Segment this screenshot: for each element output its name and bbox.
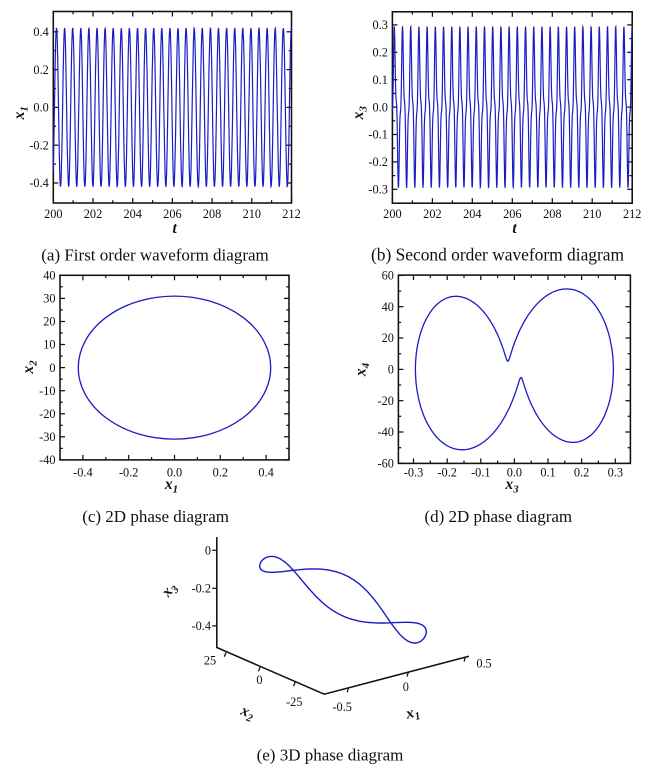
svg-text:-0.2: -0.2 (29, 138, 48, 152)
svg-text:0: 0 (388, 363, 394, 377)
svg-text:x3: x3 (158, 579, 182, 603)
svg-text:-0.1: -0.1 (471, 465, 490, 479)
svg-text:0.0: 0.0 (167, 465, 182, 479)
svg-text:t: t (512, 220, 517, 237)
svg-text:10: 10 (43, 338, 55, 352)
svg-text:40: 40 (43, 269, 55, 283)
svg-text:0: 0 (49, 361, 55, 375)
svg-text:0.4: 0.4 (258, 465, 273, 479)
svg-text:t: t (172, 220, 177, 237)
svg-text:-0.3: -0.3 (404, 465, 423, 479)
svg-text:0.0: 0.0 (33, 101, 48, 115)
svg-text:60: 60 (382, 269, 394, 283)
svg-text:0: 0 (205, 543, 211, 557)
svg-text:202: 202 (84, 207, 102, 221)
svg-text:206: 206 (503, 207, 521, 221)
svg-text:(d) 2D phase diagram: (d) 2D phase diagram (424, 507, 572, 526)
svg-text:-40: -40 (377, 425, 393, 439)
svg-text:30: 30 (43, 292, 55, 306)
svg-text:206: 206 (163, 207, 181, 221)
svg-text:208: 208 (543, 207, 561, 221)
svg-text:x1: x1 (11, 106, 31, 120)
svg-text:-0.2: -0.2 (119, 465, 138, 479)
svg-text:0.1: 0.1 (373, 73, 388, 87)
svg-text:-0.4: -0.4 (29, 176, 48, 190)
svg-text:0.3: 0.3 (373, 18, 388, 32)
svg-text:208: 208 (203, 207, 221, 221)
svg-text:x2: x2 (20, 360, 40, 375)
svg-text:x3: x3 (350, 106, 370, 121)
svg-text:-0.2: -0.2 (192, 581, 211, 595)
svg-text:0: 0 (256, 673, 262, 687)
svg-text:(e) 3D phase diagram: (e) 3D phase diagram (257, 745, 404, 764)
svg-text:-30: -30 (39, 430, 55, 444)
svg-text:212: 212 (623, 207, 641, 221)
svg-text:0.3: 0.3 (608, 465, 623, 479)
svg-text:210: 210 (243, 207, 261, 221)
svg-text:0.0: 0.0 (507, 465, 522, 479)
svg-text:-0.4: -0.4 (192, 619, 211, 633)
svg-text:202: 202 (423, 207, 441, 221)
svg-text:0.0: 0.0 (373, 100, 388, 114)
svg-text:x2: x2 (237, 702, 258, 725)
svg-text:0.2: 0.2 (213, 465, 228, 479)
svg-text:0.2: 0.2 (574, 465, 589, 479)
svg-text:x1: x1 (403, 703, 422, 726)
svg-text:-40: -40 (39, 453, 55, 467)
svg-text:200: 200 (44, 207, 62, 221)
svg-text:-20: -20 (39, 407, 55, 421)
svg-text:-0.3: -0.3 (368, 183, 387, 197)
svg-text:-0.4: -0.4 (73, 465, 92, 479)
svg-text:204: 204 (463, 207, 481, 221)
svg-text:(a) First order waveform diagr: (a) First order waveform diagram (41, 246, 269, 265)
svg-text:(b) Second order waveform diag: (b) Second order waveform diagram (371, 245, 625, 265)
svg-text:-0.1: -0.1 (368, 128, 387, 142)
svg-text:x4: x4 (352, 362, 372, 377)
svg-text:(c) 2D phase diagram: (c) 2D phase diagram (82, 507, 229, 526)
svg-text:0.4: 0.4 (33, 25, 48, 39)
svg-text:-25: -25 (286, 695, 302, 709)
svg-text:0.1: 0.1 (540, 465, 555, 479)
svg-text:20: 20 (43, 315, 55, 329)
svg-text:25: 25 (204, 653, 216, 667)
svg-text:-20: -20 (377, 394, 393, 408)
svg-text:-10: -10 (39, 384, 55, 398)
svg-text:40: 40 (382, 300, 394, 314)
svg-text:-0.2: -0.2 (368, 155, 387, 169)
svg-text:-0.2: -0.2 (437, 465, 456, 479)
svg-text:210: 210 (583, 207, 601, 221)
svg-text:-60: -60 (377, 457, 393, 471)
svg-text:200: 200 (383, 207, 401, 221)
svg-text:0.2: 0.2 (373, 46, 388, 60)
svg-text:0.2: 0.2 (33, 63, 48, 77)
svg-text:204: 204 (123, 207, 141, 221)
svg-text:0.5: 0.5 (476, 657, 491, 671)
svg-text:20: 20 (382, 331, 394, 345)
svg-text:0: 0 (403, 680, 409, 694)
svg-text:-0.5: -0.5 (332, 700, 351, 714)
svg-text:212: 212 (282, 207, 300, 221)
